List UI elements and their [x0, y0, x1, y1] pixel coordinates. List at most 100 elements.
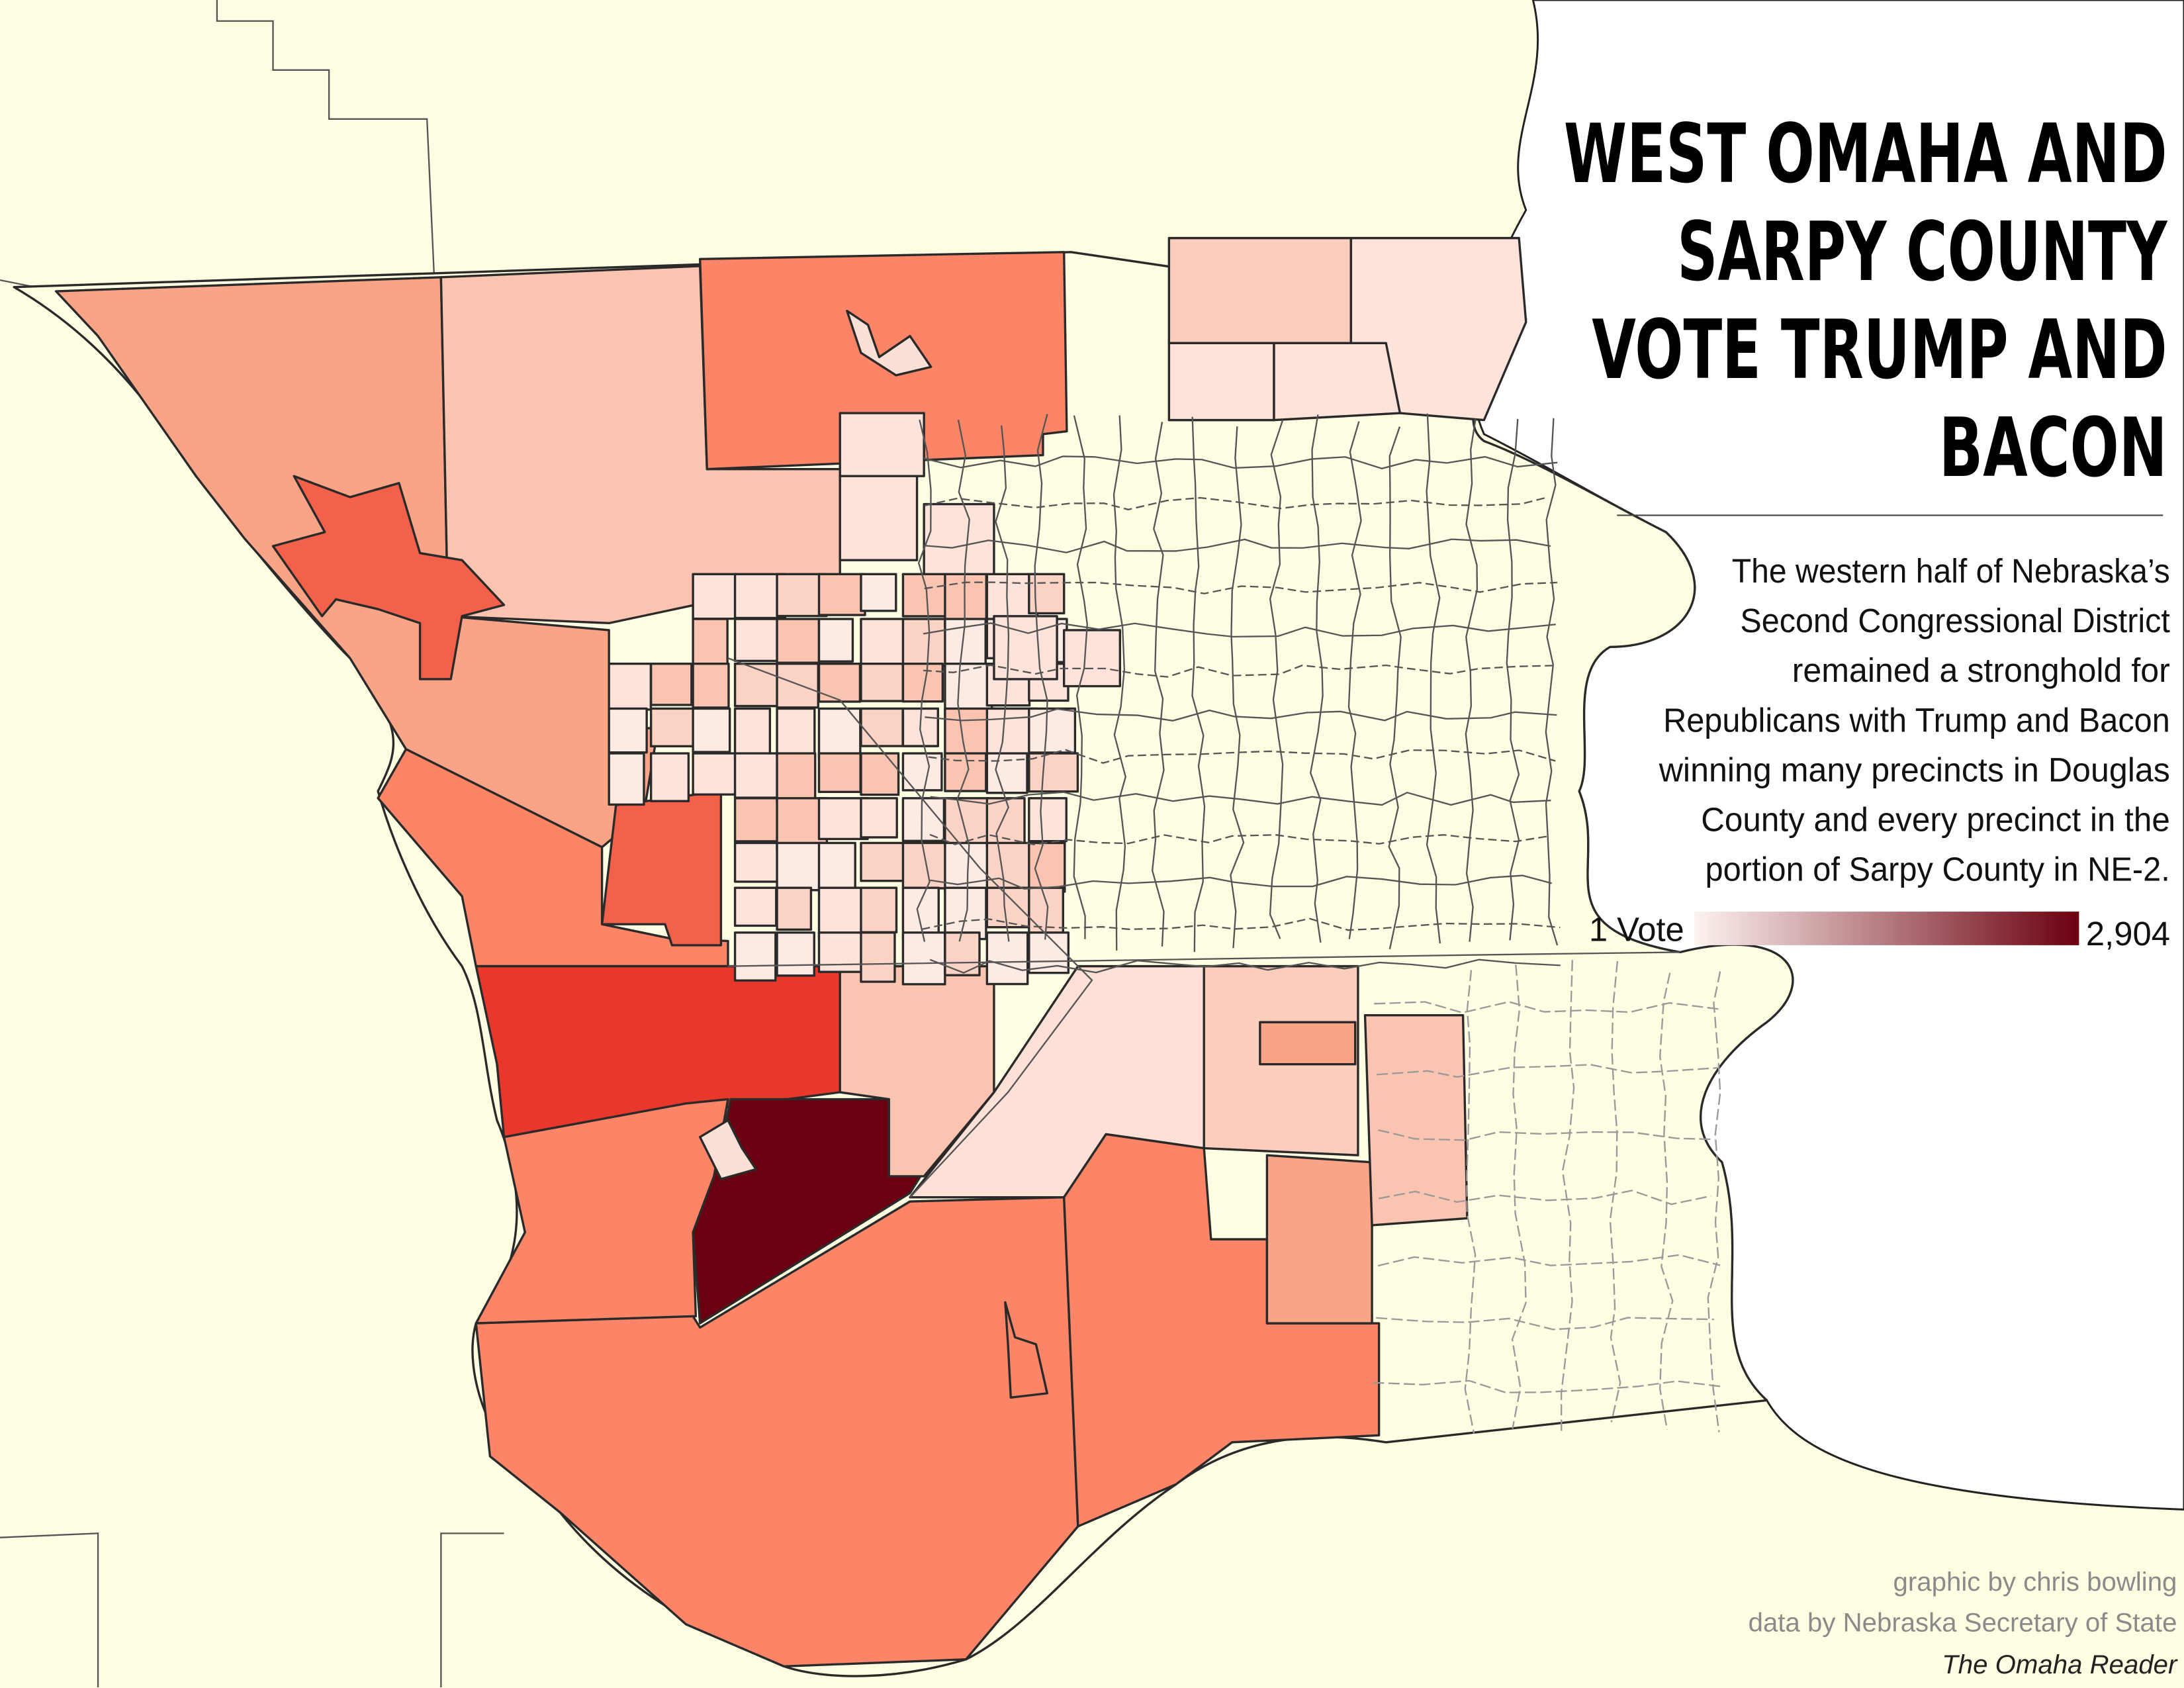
precinct — [1004, 1301, 1048, 1399]
precinct-line — [930, 874, 1552, 890]
precinct — [817, 573, 866, 616]
precinct — [860, 841, 907, 882]
precinct — [860, 886, 898, 933]
precinct — [846, 309, 933, 377]
precinct — [692, 573, 737, 620]
precinct-line — [1151, 422, 1165, 947]
description-line: Republicans with Trump and Bacon — [1663, 701, 2170, 739]
precinct — [944, 886, 987, 941]
precinct — [860, 752, 900, 796]
precinct — [600, 790, 723, 947]
precinct — [1028, 797, 1068, 843]
precinct-line — [1347, 421, 1362, 939]
precinct-line — [1426, 413, 1441, 944]
precinct — [985, 797, 1026, 849]
precinct-line — [923, 455, 1558, 470]
precinct — [733, 797, 780, 843]
precinct — [817, 886, 865, 940]
precinct — [923, 502, 995, 576]
precinct — [649, 707, 697, 748]
precinct — [1028, 573, 1066, 615]
road — [727, 951, 1680, 967]
credit-graphic: graphic by chris bowling — [1893, 1567, 2177, 1597]
precinct — [608, 707, 648, 754]
precinct-line — [916, 419, 932, 942]
title-line: SARPY COUNTY — [1677, 205, 2168, 299]
precinct — [944, 797, 989, 847]
precinct-line — [923, 622, 1556, 638]
title-line: WEST OMAHA AND — [1564, 107, 2167, 201]
precinct — [271, 475, 506, 680]
precinct — [776, 707, 816, 759]
description-line: County and every precinct in the — [1701, 800, 2170, 838]
precinct — [1363, 1013, 1469, 1227]
precinct — [1273, 342, 1402, 422]
precinct — [733, 841, 781, 883]
precinct — [817, 663, 862, 703]
precinct — [692, 707, 731, 753]
precinct — [860, 618, 910, 671]
legend-min: 1 Vote — [1589, 911, 1684, 949]
description-line: winning many precincts in Douglas — [1659, 751, 2170, 788]
precinct — [733, 886, 778, 927]
precinct — [860, 797, 898, 839]
precinct — [608, 663, 653, 711]
precinct-line — [929, 833, 1547, 845]
precinct — [377, 748, 729, 968]
legend-gradient — [1694, 912, 2079, 945]
precinct — [901, 618, 950, 667]
precinct — [901, 841, 953, 890]
precinct-line — [1379, 1190, 1711, 1205]
precinct — [860, 663, 904, 702]
precinct-line — [1113, 415, 1126, 951]
precinct — [608, 752, 645, 806]
precinct — [776, 931, 815, 977]
precinct-lines — [727, 413, 1721, 1434]
precinct-line — [924, 496, 1549, 510]
precinct — [692, 663, 730, 709]
title-line: VOTE TRUMP AND — [1592, 303, 2167, 397]
precinct — [993, 615, 1058, 680]
precinct-line — [1374, 1001, 1719, 1014]
precinct — [817, 752, 862, 793]
precinct — [776, 841, 825, 892]
precinct-line — [921, 917, 1561, 931]
precinct — [649, 663, 693, 706]
precinct — [649, 752, 690, 802]
description: The western half of Nebraska’s Second Con… — [1659, 552, 2170, 888]
precinct-line — [1388, 426, 1402, 950]
precinct — [733, 618, 779, 663]
precinct — [901, 797, 946, 843]
precinct — [901, 752, 943, 792]
precinct-line — [1191, 416, 1206, 953]
precinct-line — [1373, 1380, 1721, 1393]
precinct-line — [1377, 1064, 1718, 1078]
precinct-line — [1506, 418, 1520, 941]
precinct-line — [1707, 971, 1721, 1432]
precinct-line — [1511, 964, 1527, 1429]
precinct — [1167, 342, 1275, 422]
precinct — [985, 886, 1036, 929]
precinct-line — [1073, 415, 1088, 939]
precinct-line — [1310, 414, 1324, 943]
precinct-line — [1465, 418, 1479, 942]
county-line — [440, 1532, 504, 1688]
description-line: remained a stronghold for — [1792, 651, 2170, 689]
precinct-line — [929, 959, 1561, 974]
precinct — [1265, 1154, 1373, 1325]
precinct-line — [930, 791, 1551, 806]
precinct — [985, 752, 1028, 794]
precinct — [944, 931, 981, 976]
credit-publication: The Omaha Reader — [1942, 1650, 2178, 1679]
description-line: portion of Sarpy County in NE-2. — [1706, 851, 2170, 888]
precinct-line — [956, 419, 970, 942]
precinct-line — [1609, 961, 1621, 1423]
county-line — [216, 0, 435, 273]
precinct-line — [1376, 1317, 1714, 1331]
road — [727, 657, 1093, 1198]
title-line: BACON — [1939, 400, 2167, 495]
precinct-line — [924, 581, 1557, 594]
